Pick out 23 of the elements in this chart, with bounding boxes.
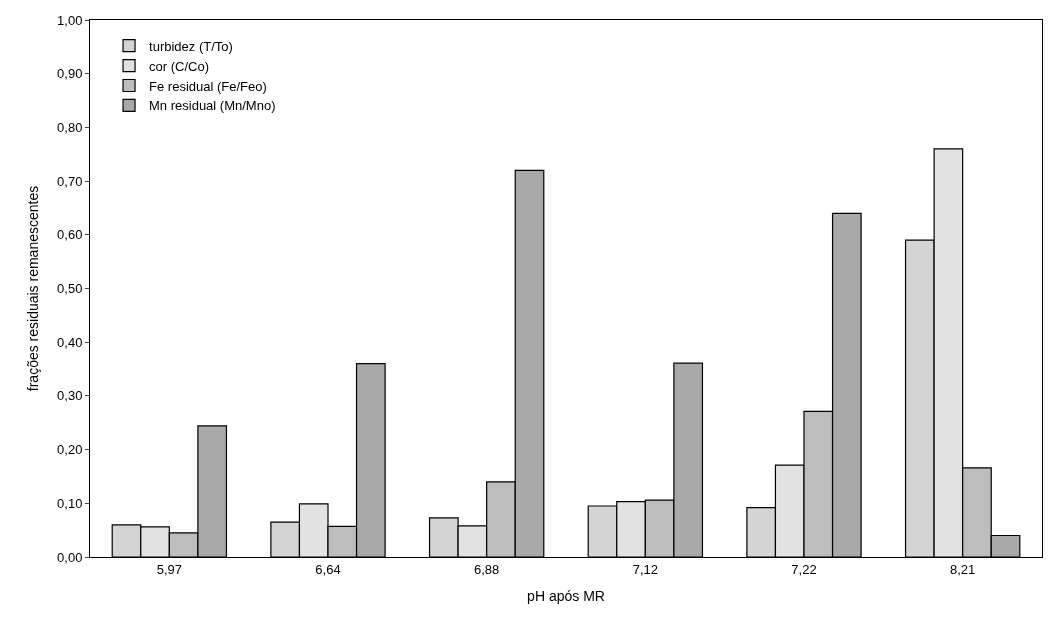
x-tick-label: 6,64	[315, 561, 341, 577]
y-tick-label: 0,50	[57, 281, 83, 297]
x-tick-label: 5,97	[156, 561, 182, 577]
legend-label: turbidez (T/To)	[149, 38, 233, 54]
y-tick-label: 0,90	[57, 66, 83, 82]
y-tick-label: 0,00	[57, 549, 83, 565]
y-axis-title: frações residuais remanescentes	[24, 185, 41, 392]
y-tick-label: 0,30	[57, 388, 83, 404]
x-tick-label: 7,22	[791, 561, 817, 577]
legend-label: Mn residual (Mn/Mno)	[149, 98, 276, 114]
y-tick-label: 0,80	[57, 119, 83, 135]
y-tick-label: 0,10	[57, 495, 83, 511]
x-tick-label: 7,12	[632, 561, 658, 577]
y-tick-label: 0,20	[57, 442, 83, 458]
legend-label: cor (C/Co)	[149, 58, 209, 74]
legend-label: Fe residual (Fe/Feo)	[149, 78, 267, 94]
x-tick-label: 8,21	[950, 561, 976, 577]
y-tick-label: 0,60	[57, 227, 83, 243]
x-tick-label: 6,88	[474, 561, 500, 577]
x-axis-title: pH após MR	[527, 587, 605, 604]
y-tick-label: 0,40	[57, 334, 83, 350]
y-tick-label: 1,00	[57, 12, 83, 28]
y-tick-label: 0,70	[57, 173, 83, 189]
